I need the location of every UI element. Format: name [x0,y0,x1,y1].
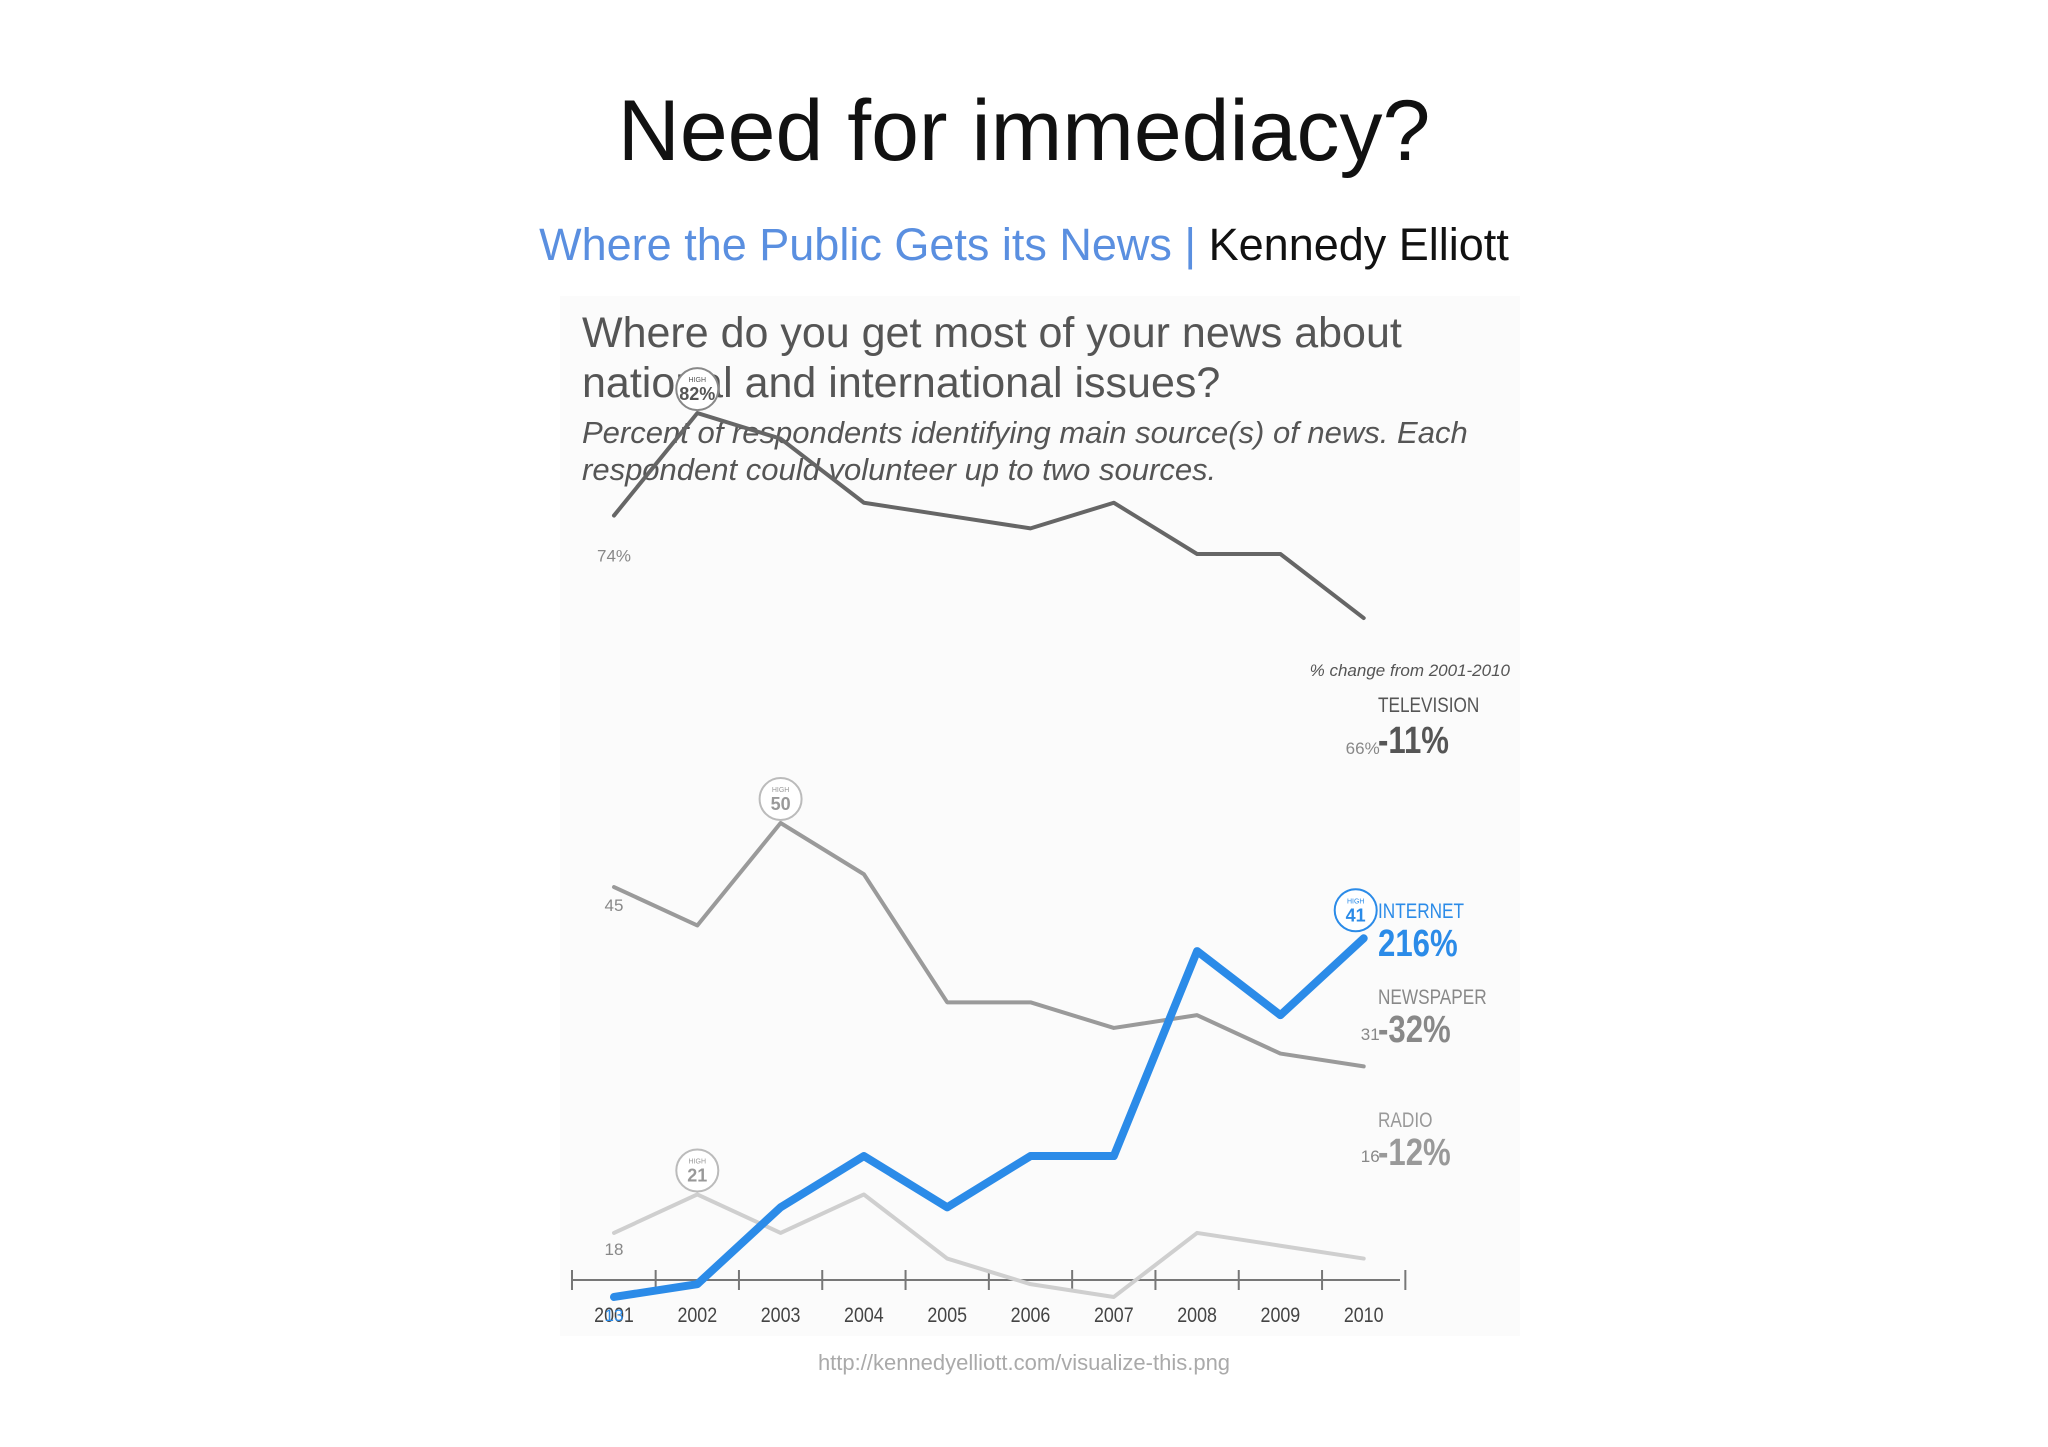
start-label-newspaper: 45 [605,896,624,915]
x-tick-label: 2008 [1177,1304,1217,1328]
high-marker-label-television: HIGH [689,377,707,384]
x-tick-label: 2002 [677,1304,717,1328]
end-label-television: 66% [1346,739,1380,758]
x-tick-label: 2004 [844,1304,884,1328]
series-line-television [612,411,1366,621]
high-marker-television [675,367,720,412]
high-marker-value-newspaper: 50 [771,794,791,814]
x-tick-label: 2001 [594,1304,634,1328]
series-line-internet [610,934,1368,1301]
x-tick-label: 2003 [761,1304,801,1328]
series-change-internet: 216% [1378,923,1458,965]
high-marker-newspaper [758,777,803,821]
series-change-newspaper: -32% [1378,1009,1451,1051]
series-change-radio: -12% [1378,1132,1451,1174]
high-marker-value-television: 82% [679,384,715,404]
high-marker-label-newspaper: HIGH [772,787,790,794]
chart-title: Where do you get most of your news about… [582,309,1402,407]
subtitle-separator: | [1184,219,1197,270]
high-marker-label-radio: HIGH [689,1158,707,1165]
slide-title: Need for immediacy? [617,83,1431,179]
start-label-internet: 13 [605,1306,624,1325]
high-marker-internet [1333,888,1378,933]
slide-subtitle: Where the Public Gets its News | Kennedy… [0,218,2048,272]
x-tick-label: 2010 [1344,1304,1384,1328]
high-marker-label-internet: HIGH [1347,898,1365,905]
high-marker-radio [675,1148,720,1193]
end-label-radio: 16 [1361,1147,1380,1166]
x-tick-label: 2009 [1261,1304,1301,1328]
series-line-newspaper [612,821,1366,1069]
series-name-television: TELEVISION [1378,695,1479,718]
series-name-newspaper: NEWSPAPER [1378,987,1487,1010]
high-marker-value-internet: 41 [1346,905,1366,925]
chart-panel [560,296,1520,1336]
subtitle-author: Kennedy Elliott [1208,219,1509,270]
start-label-radio: 18 [605,1240,624,1259]
start-label-television: 74% [597,547,631,566]
x-tick-label: 2006 [1011,1304,1051,1328]
subtitle-link[interactable]: Where the Public Gets its News [539,219,1172,270]
series-line-radio [612,1192,1366,1299]
high-marker-value-radio: 21 [687,1165,707,1185]
series-change-television: -11% [1378,720,1449,762]
source-url[interactable]: http://kennedyelliott.com/visualize-this… [817,1350,1231,1375]
x-tick-label: 2007 [1094,1304,1134,1328]
end-label-newspaper: 31 [1361,1025,1380,1044]
series-name-radio: RADIO [1378,1110,1433,1133]
x-tick-label: 2005 [927,1304,967,1328]
change-header: % change from 2001-2010 [1310,661,1511,680]
series-name-internet: INTERNET [1378,901,1464,924]
chart-subtitle: Percent of respondents identifying main … [582,415,1468,487]
